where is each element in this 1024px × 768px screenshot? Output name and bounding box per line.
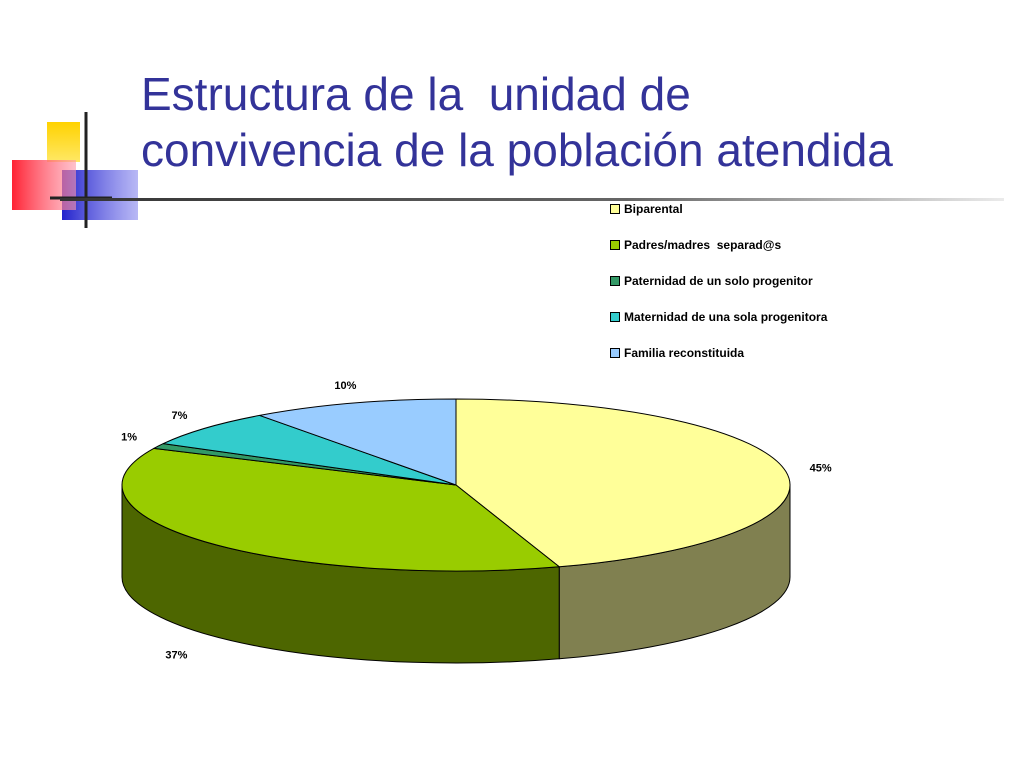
pie-data-label-3: 1% bbox=[121, 432, 137, 444]
pie-slice-2 bbox=[121, 447, 560, 572]
pie-data-labels: 45% 37% 1% 7% 10% bbox=[121, 380, 832, 662]
legend-label: Padres/madres separad@s bbox=[624, 238, 782, 252]
legend-swatch bbox=[610, 204, 620, 214]
pie-slice-4 bbox=[162, 414, 457, 486]
legend-item-separados: Padres/madres separad@s bbox=[610, 236, 910, 254]
legend-item-paternidad: Paternidad de un solo progenitor bbox=[610, 272, 910, 290]
legend-item-biparental: Biparental bbox=[610, 200, 910, 218]
red-square bbox=[12, 160, 76, 210]
pie-data-label-4: 7% bbox=[172, 410, 188, 422]
slide-title-line-2: convivencia de la población atendida bbox=[141, 124, 893, 176]
chart-legend: Biparental Padres/madres separad@s Pater… bbox=[610, 200, 910, 380]
legend-swatch bbox=[610, 348, 620, 358]
slide-title-line-1: Estructura de la unidad de bbox=[141, 68, 691, 120]
legend-swatch bbox=[610, 240, 620, 250]
pie-slice-5 bbox=[259, 398, 457, 486]
legend-swatch bbox=[610, 276, 620, 286]
pie-top bbox=[121, 398, 791, 572]
title-divider bbox=[60, 198, 1004, 201]
pie-data-label-2: 37% bbox=[165, 650, 187, 662]
legend-label: Paternidad de un solo progenitor bbox=[624, 274, 813, 288]
legend-item-reconstituida: Familia reconstituida bbox=[610, 344, 910, 362]
legend-label: Biparental bbox=[624, 202, 683, 216]
slide-title: Estructura de la unidad de convivencia d… bbox=[141, 66, 1001, 178]
yellow-square bbox=[47, 122, 80, 162]
legend-item-maternidad: Maternidad de una sola progenitora bbox=[610, 308, 910, 326]
pie-slice-1 bbox=[455, 398, 791, 568]
legend-label: Familia reconstituida bbox=[624, 346, 745, 360]
pie-data-label-1: 45% bbox=[810, 463, 832, 475]
pie-data-label-5: 10% bbox=[334, 380, 356, 392]
legend-label: Maternidad de una sola progenitora bbox=[624, 310, 828, 324]
legend-swatch bbox=[610, 312, 620, 322]
